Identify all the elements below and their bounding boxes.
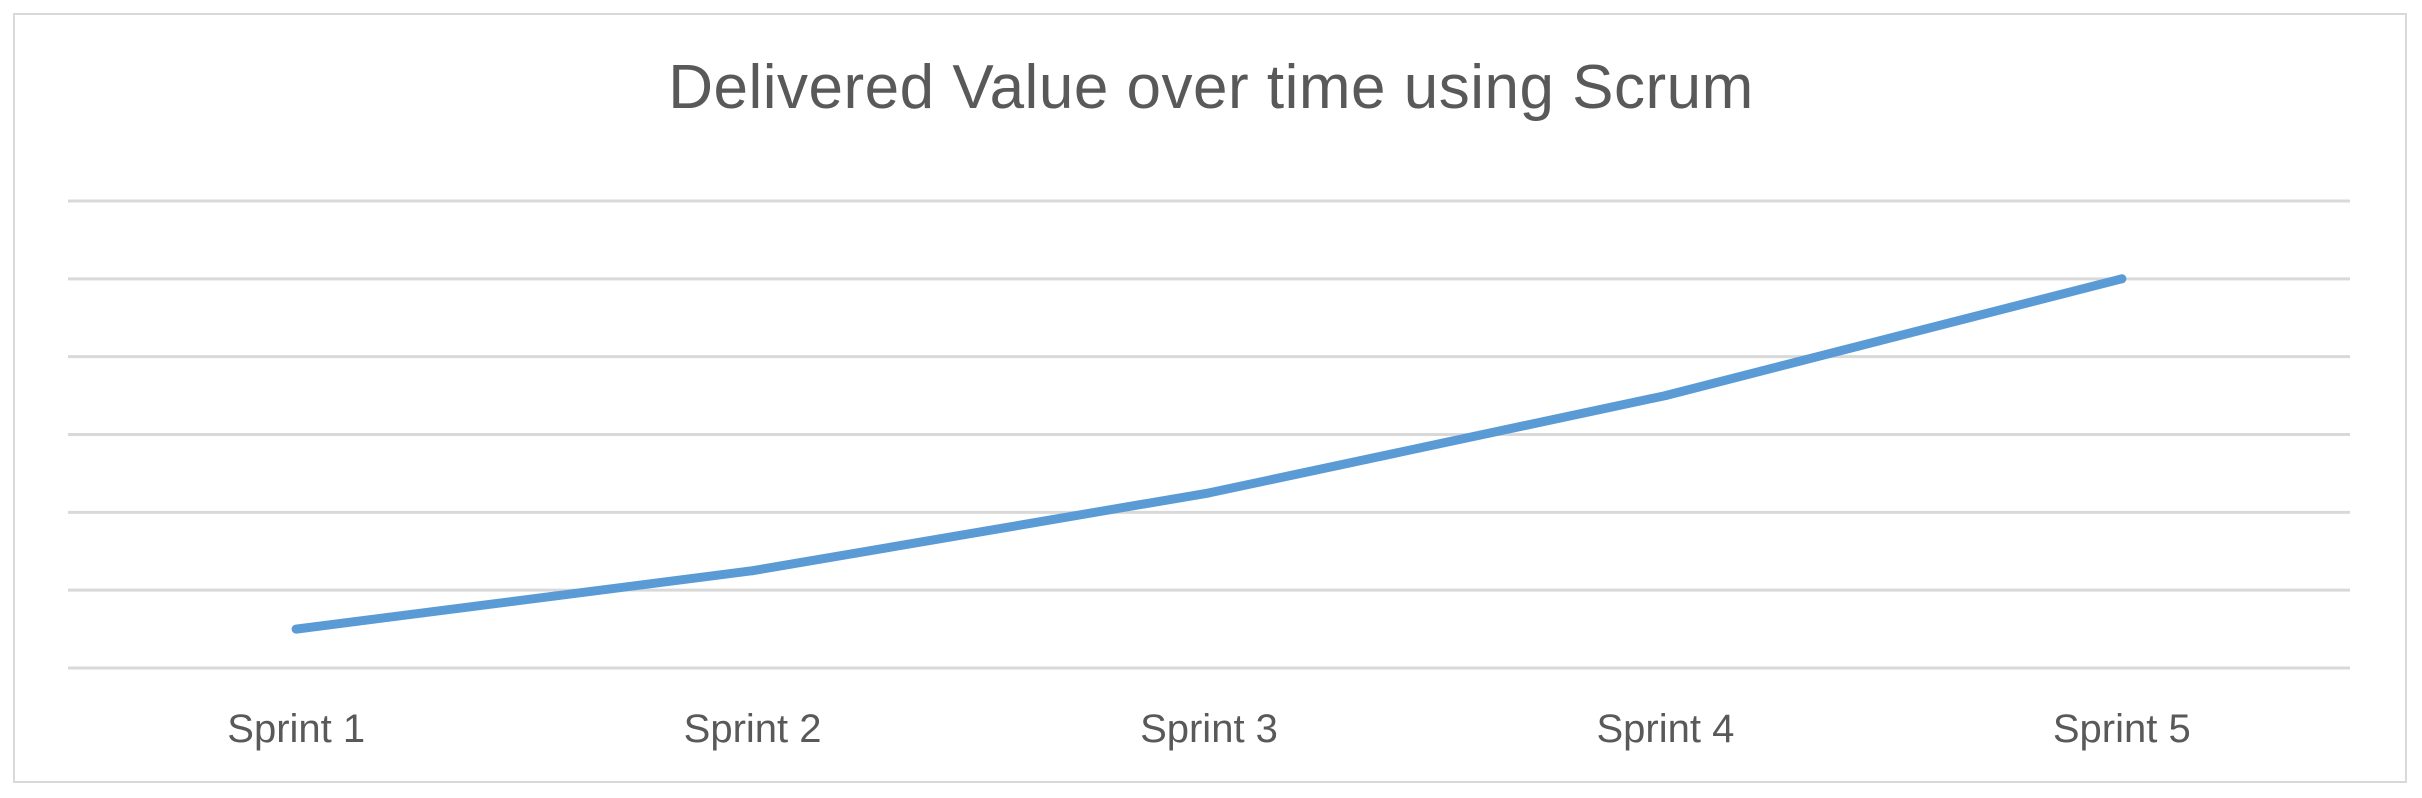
x-tick-label: Sprint 4 bbox=[1596, 707, 1734, 751]
gridlines bbox=[68, 199, 2350, 670]
x-tick-label: Sprint 2 bbox=[684, 707, 822, 751]
chart-frame bbox=[13, 13, 2407, 783]
data-point bbox=[2117, 274, 2127, 284]
chart-title: Delivered Value over time using Scrum bbox=[668, 53, 1754, 122]
data-point bbox=[1204, 488, 1214, 498]
x-tick-label: Sprint 1 bbox=[227, 707, 365, 751]
data-point bbox=[291, 624, 301, 634]
data-point bbox=[1660, 391, 1670, 401]
series-layer bbox=[291, 274, 2127, 634]
x-axis-tick-labels: Sprint 1 Sprint 2 Sprint 3 Sprint 4 Sprint 5 bbox=[227, 707, 2190, 751]
x-tick-label: Sprint 3 bbox=[1140, 707, 1278, 751]
data-point bbox=[748, 566, 758, 576]
series-line bbox=[291, 274, 2127, 634]
x-tick-label: Sprint 5 bbox=[2053, 707, 2191, 751]
